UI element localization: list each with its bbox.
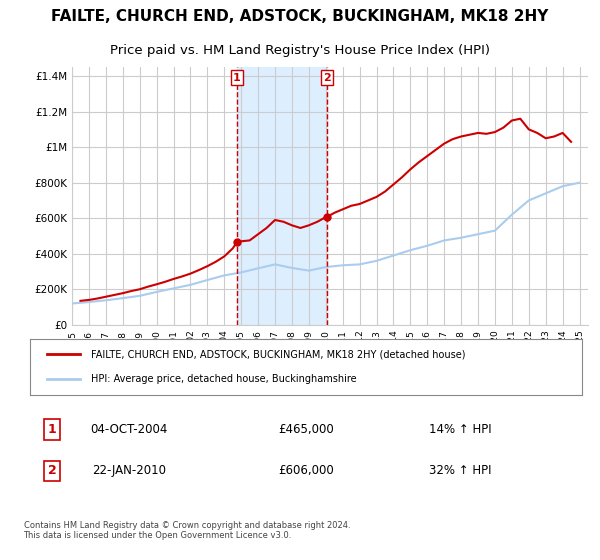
Text: 14% ↑ HPI: 14% ↑ HPI (429, 423, 492, 436)
Text: 1: 1 (48, 423, 56, 436)
Text: 04-OCT-2004: 04-OCT-2004 (91, 423, 168, 436)
Text: FAILTE, CHURCH END, ADSTOCK, BUCKINGHAM, MK18 2HY (detached house): FAILTE, CHURCH END, ADSTOCK, BUCKINGHAM,… (91, 349, 465, 360)
Text: Contains HM Land Registry data © Crown copyright and database right 2024.
This d: Contains HM Land Registry data © Crown c… (23, 521, 350, 540)
Text: £606,000: £606,000 (278, 464, 334, 477)
Text: Price paid vs. HM Land Registry's House Price Index (HPI): Price paid vs. HM Land Registry's House … (110, 44, 490, 57)
Text: FAILTE, CHURCH END, ADSTOCK, BUCKINGHAM, MK18 2HY: FAILTE, CHURCH END, ADSTOCK, BUCKINGHAM,… (52, 10, 548, 24)
Bar (237, 67, 326, 325)
Text: 32% ↑ HPI: 32% ↑ HPI (430, 464, 492, 477)
Text: £465,000: £465,000 (278, 423, 334, 436)
Text: 22-JAN-2010: 22-JAN-2010 (92, 464, 166, 477)
Text: HPI: Average price, detached house, Buckinghamshire: HPI: Average price, detached house, Buck… (91, 374, 356, 384)
Text: 2: 2 (323, 72, 331, 82)
Text: 1: 1 (233, 72, 241, 82)
Text: 2: 2 (48, 464, 56, 477)
